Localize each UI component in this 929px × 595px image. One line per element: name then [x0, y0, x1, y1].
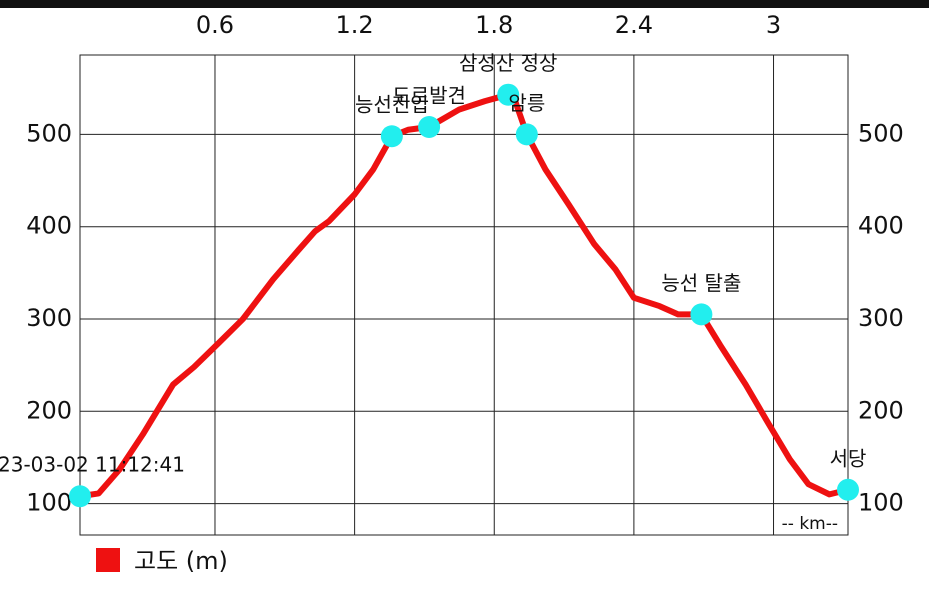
- waypoint: [837, 478, 859, 501]
- waypoint: [690, 303, 713, 326]
- waypoint: [497, 83, 520, 106]
- y-tick-label: 200: [26, 396, 72, 424]
- status-bar: [0, 0, 929, 8]
- legend-label: 고도 (m): [134, 547, 228, 575]
- x-tick-label: 3: [766, 11, 781, 39]
- legend-swatch: [96, 548, 120, 572]
- x-tick-label: 0.6: [196, 11, 234, 39]
- plot-frame: [79, 54, 849, 536]
- y-tick-label: 400: [26, 212, 72, 240]
- x-tick-label: 2.4: [615, 11, 653, 39]
- waypoint-label: 도로발견: [392, 84, 466, 108]
- x-tick-label: 1.2: [336, 11, 374, 39]
- waypoint-label: 암릉: [508, 91, 545, 115]
- waypoint-label: 23-03-02 11:12:41: [0, 453, 185, 477]
- waypoint: [515, 123, 538, 146]
- x-tick-label: 1.8: [475, 11, 513, 39]
- waypoint-label: 삼성산 정상: [459, 51, 557, 75]
- waypoint-label: 능선진입: [355, 93, 429, 117]
- waypoint: [69, 485, 91, 508]
- waypoint-label: 능선 탈출: [661, 271, 741, 295]
- y-tick-label: 300: [858, 304, 904, 332]
- waypoint: [418, 116, 441, 138]
- y-tick-label: 100: [26, 489, 72, 517]
- y-tick-label: 100: [858, 489, 904, 517]
- elevation-line: [79, 91, 849, 500]
- y-tick-label: 200: [858, 396, 904, 424]
- waypoint-label: 서당: [830, 446, 867, 470]
- y-tick-label: 500: [26, 119, 72, 147]
- y-tick-label: 300: [26, 304, 72, 332]
- y-tick-label: 500: [858, 119, 904, 147]
- x-unit: -- km--: [782, 514, 838, 534]
- y-tick-label: 400: [858, 212, 904, 240]
- waypoint: [380, 125, 403, 148]
